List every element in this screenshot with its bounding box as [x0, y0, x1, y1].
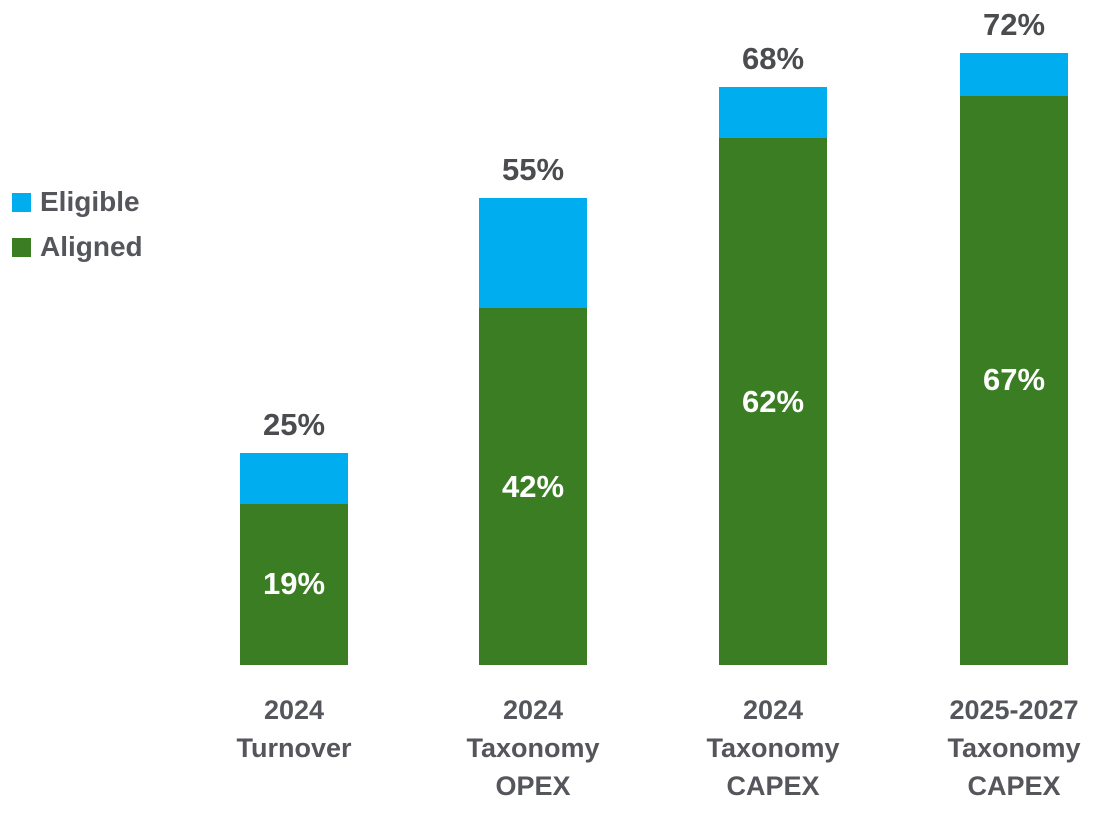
- category-label-line: 2024: [742, 695, 804, 725]
- aligned-swatch-icon: [12, 237, 31, 257]
- legend-label-aligned: Aligned: [40, 231, 143, 262]
- legend-item-eligible: Eligible: [12, 188, 143, 216]
- bar-segment-aligned: [719, 138, 827, 665]
- category-label-line: Turnover: [236, 733, 352, 763]
- chart-legend: Eligible Aligned: [12, 188, 143, 278]
- bar-aligned-label: 19%: [262, 566, 326, 602]
- bar-total-label: 25%: [262, 406, 326, 442]
- bar-segment-eligible: [719, 87, 827, 138]
- bar-total-label: 68%: [741, 41, 805, 76]
- category-label-line: 2024: [502, 695, 564, 725]
- category-label: 2025-2027 Taxonomy CAPEX: [894, 691, 1101, 805]
- category-label-line: 2024: [263, 695, 325, 725]
- bar-segment-aligned: [960, 95, 1068, 665]
- category-label-line: Taxonomy: [466, 733, 600, 763]
- category-label-line: CAPEX: [967, 771, 1061, 801]
- category-label-line: OPEX: [495, 771, 571, 801]
- category-label-line: CAPEX: [726, 771, 820, 801]
- bar-total-label: 55%: [501, 151, 565, 187]
- bar-aligned-label: 62%: [741, 383, 805, 419]
- category-label: 2024 Turnover: [174, 691, 414, 767]
- category-label: 2024 Taxonomy CAPEX: [653, 691, 893, 805]
- bar-segment-eligible: [479, 197, 587, 308]
- bar-segment-aligned: [240, 503, 348, 665]
- category-label-line: 2025-2027: [949, 695, 1079, 725]
- bar-segment-eligible: [960, 53, 1068, 96]
- bar-segment-eligible: [240, 452, 348, 504]
- category-label-line: Taxonomy: [706, 733, 840, 763]
- bar-total-label: 72%: [982, 7, 1046, 42]
- bar-aligned-label: 67%: [982, 362, 1046, 398]
- bar-segment-aligned: [479, 308, 587, 665]
- bar-aligned-label: 42%: [501, 468, 565, 504]
- category-label: 2024 Taxonomy OPEX: [413, 691, 653, 805]
- legend-label-eligible: Eligible: [40, 186, 140, 217]
- legend-item-aligned: Aligned: [12, 233, 143, 261]
- category-label-line: Taxonomy: [947, 733, 1081, 763]
- eligible-swatch-icon: [12, 192, 31, 212]
